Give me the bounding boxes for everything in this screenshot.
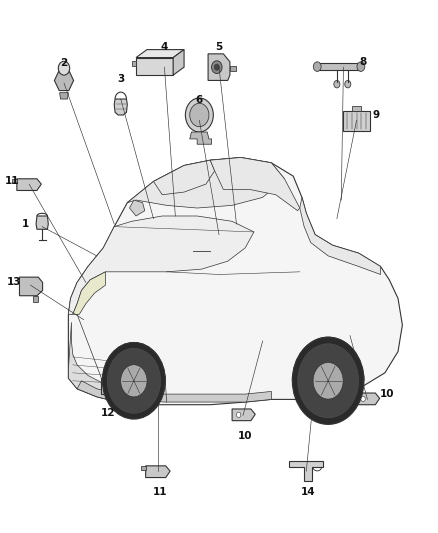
Polygon shape xyxy=(114,99,127,115)
Text: 6: 6 xyxy=(196,95,203,105)
Polygon shape xyxy=(19,277,42,296)
Circle shape xyxy=(214,64,219,70)
Text: 3: 3 xyxy=(117,74,124,84)
Circle shape xyxy=(212,61,222,74)
Circle shape xyxy=(345,80,351,88)
Polygon shape xyxy=(127,158,285,208)
Text: 2: 2 xyxy=(60,58,67,68)
Polygon shape xyxy=(153,160,215,195)
Circle shape xyxy=(357,62,365,71)
Polygon shape xyxy=(343,111,370,131)
Polygon shape xyxy=(232,409,255,421)
Text: 4: 4 xyxy=(161,42,168,52)
Polygon shape xyxy=(289,461,323,481)
Circle shape xyxy=(237,412,241,417)
Polygon shape xyxy=(130,200,145,216)
Polygon shape xyxy=(352,107,361,111)
Polygon shape xyxy=(317,63,361,70)
Circle shape xyxy=(334,80,340,88)
Circle shape xyxy=(107,348,161,413)
Text: 9: 9 xyxy=(373,110,380,120)
Text: 14: 14 xyxy=(301,488,316,497)
Text: 11: 11 xyxy=(5,176,20,187)
Text: 1: 1 xyxy=(22,219,29,229)
Circle shape xyxy=(190,103,209,127)
Circle shape xyxy=(313,62,321,71)
Polygon shape xyxy=(32,296,38,302)
Polygon shape xyxy=(230,66,236,71)
Polygon shape xyxy=(68,216,254,314)
Text: 12: 12 xyxy=(100,408,115,418)
Polygon shape xyxy=(68,322,119,402)
Circle shape xyxy=(361,396,365,401)
Text: 5: 5 xyxy=(215,42,223,52)
Text: 10: 10 xyxy=(380,389,394,399)
Polygon shape xyxy=(12,179,17,183)
Polygon shape xyxy=(73,272,106,314)
Polygon shape xyxy=(17,179,41,190)
Polygon shape xyxy=(60,93,68,99)
Polygon shape xyxy=(208,54,230,80)
Polygon shape xyxy=(136,58,173,75)
Polygon shape xyxy=(68,158,403,405)
Polygon shape xyxy=(190,132,212,144)
Circle shape xyxy=(120,365,147,397)
Polygon shape xyxy=(173,50,184,75)
Text: 10: 10 xyxy=(238,431,252,441)
Polygon shape xyxy=(132,391,272,402)
Circle shape xyxy=(292,337,364,424)
Polygon shape xyxy=(101,378,115,394)
Text: 8: 8 xyxy=(360,57,367,67)
Polygon shape xyxy=(132,61,136,66)
Circle shape xyxy=(185,98,213,132)
Circle shape xyxy=(102,343,165,419)
Polygon shape xyxy=(141,466,146,470)
Polygon shape xyxy=(357,393,380,405)
Polygon shape xyxy=(300,197,381,274)
Text: 13: 13 xyxy=(7,278,21,287)
Polygon shape xyxy=(146,466,170,478)
Polygon shape xyxy=(77,381,158,405)
Text: 11: 11 xyxy=(153,488,167,497)
Circle shape xyxy=(58,61,70,75)
Polygon shape xyxy=(136,50,184,58)
Circle shape xyxy=(298,344,359,418)
Polygon shape xyxy=(36,216,48,229)
Polygon shape xyxy=(54,70,74,91)
Circle shape xyxy=(313,362,343,399)
Polygon shape xyxy=(210,158,300,211)
